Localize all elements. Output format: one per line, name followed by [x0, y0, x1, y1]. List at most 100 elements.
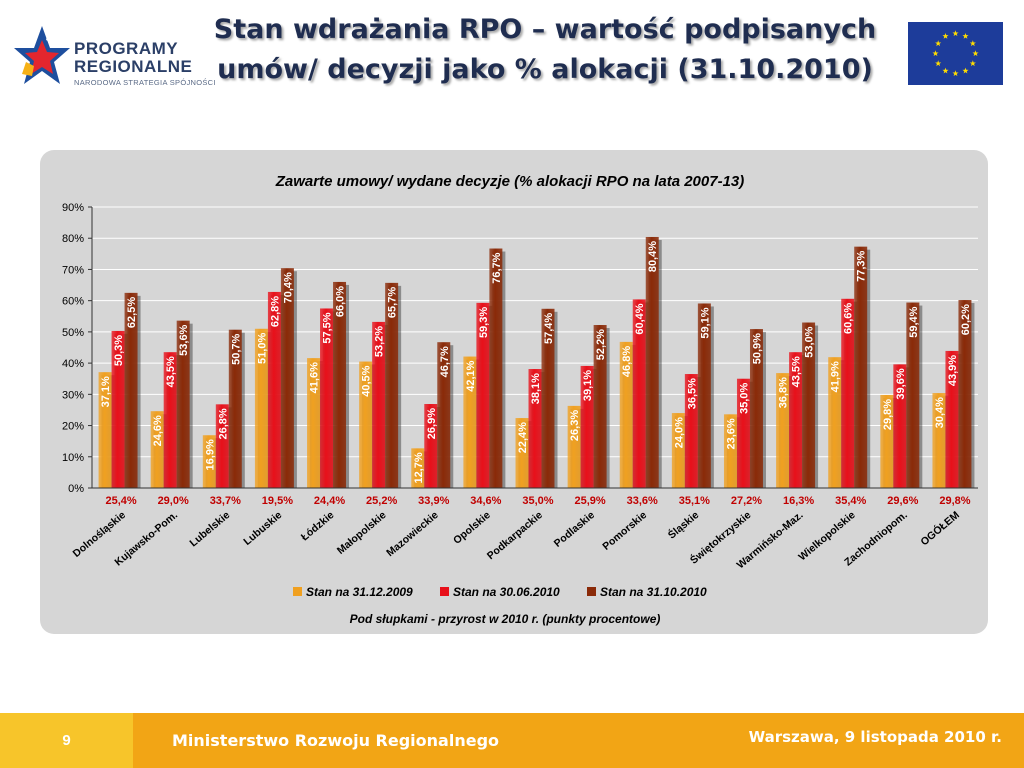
bar-2: [372, 321, 386, 488]
x-category-label: Podkarpackie: [485, 509, 545, 562]
eu-star-icon: [942, 67, 949, 74]
bar-value-label: 40,5%: [361, 365, 373, 396]
bar-1: [932, 393, 946, 488]
bar-2: [893, 364, 907, 488]
bar-value-label: 59,4%: [908, 306, 920, 337]
bar-value-label: 80,4%: [647, 241, 659, 272]
bar-chart: Zawarte umowy/ wydane decyzje (% alokacj…: [62, 173, 978, 626]
bar-value-label: 50,3%: [113, 335, 125, 366]
eu-star-icon: [952, 30, 959, 37]
legend-swatch: [293, 587, 302, 596]
bar-value-label: 50,9%: [751, 333, 763, 364]
bar-3: [802, 322, 816, 488]
bar-1: [463, 356, 477, 488]
bar-3: [385, 282, 399, 488]
bar-value-label: 23,6%: [725, 418, 737, 449]
bar-2: [945, 350, 959, 488]
footer-bar: 9 Ministerstwo Rozwoju Regionalnego Wars…: [0, 713, 1024, 768]
x-category-label: Lubelskie: [187, 509, 232, 549]
bar-value-label: 46,8%: [621, 346, 633, 377]
bar-2: [580, 365, 594, 488]
growth-label: 27,2%: [731, 495, 762, 507]
x-category-label: Lubuskie: [241, 509, 284, 548]
x-category-label: Małopolskie: [335, 509, 389, 557]
bar-1: [723, 414, 737, 488]
bar-1: [359, 361, 373, 488]
bar-value-label: 39,1%: [582, 370, 594, 401]
bar-1: [515, 418, 529, 488]
eu-star-icon: [935, 60, 942, 67]
bar-3: [958, 300, 972, 488]
growth-label: 34,6%: [470, 495, 501, 507]
growth-label: 29,0%: [158, 495, 189, 507]
bar-value-label: 36,5%: [686, 378, 698, 409]
bar-3: [176, 320, 190, 488]
chart-panel: Zawarte umowy/ wydane decyzje (% alokacj…: [40, 150, 988, 634]
footer-organization: Ministerstwo Rozwoju Regionalnego: [172, 731, 500, 750]
bar-value-label: 60,2%: [960, 304, 972, 335]
growth-label: 33,6%: [627, 495, 658, 507]
y-tick-label: 70%: [62, 264, 84, 276]
bar-3: [697, 303, 711, 488]
bar-value-label: 26,9%: [426, 408, 438, 439]
chart-footnote: Pod słupkami - przyrost w 2010 r. (punkt…: [350, 612, 661, 626]
bar-value-label: 53,6%: [178, 324, 190, 355]
bar-value-label: 35,0%: [738, 383, 750, 414]
y-tick-label: 80%: [62, 233, 84, 245]
growth-label: 29,8%: [939, 495, 970, 507]
bar-3: [124, 292, 138, 488]
bar-1: [254, 328, 268, 488]
eu-star-icon: [952, 70, 959, 77]
growth-label: 16,3%: [783, 495, 814, 507]
eu-star-icon: [972, 50, 979, 57]
bar-value-label: 53,0%: [804, 326, 816, 357]
growth-label: 29,6%: [887, 495, 918, 507]
logo-text-line3: NARODOWA STRATEGIA SPÓJNOŚCI: [74, 78, 216, 87]
bar-1: [307, 358, 321, 488]
bar-value-label: 43,5%: [791, 356, 803, 387]
bar-value-label: 59,1%: [699, 307, 711, 338]
bar-value-label: 52,2%: [595, 329, 607, 360]
bar-1: [202, 435, 216, 488]
bar-1: [411, 448, 425, 488]
growth-label: 25,9%: [575, 495, 606, 507]
bar-2: [684, 374, 698, 488]
bar-value-label: 42,1%: [465, 360, 477, 391]
eu-star-icon: [932, 50, 939, 57]
growth-label: 25,2%: [366, 495, 397, 507]
bar-3: [593, 325, 607, 488]
bar-2: [528, 369, 542, 488]
bar-2: [789, 352, 803, 488]
bar-1: [98, 372, 112, 488]
bar-3: [280, 268, 294, 488]
bar-value-label: 57,4%: [543, 313, 555, 344]
bar-3: [854, 246, 868, 488]
bar-2: [424, 404, 438, 488]
bar-value-label: 38,1%: [530, 373, 542, 404]
bar-value-label: 39,6%: [895, 368, 907, 399]
bar-3: [541, 308, 555, 488]
bar-1: [880, 394, 894, 488]
programy-regionalne-logo-icon: [14, 26, 70, 84]
bar-value-label: 60,6%: [843, 303, 855, 334]
slide-title-line2: umów/ decyzji jako % alokacji (31.10.201…: [217, 54, 873, 85]
eu-star-icon: [942, 32, 949, 39]
bar-1: [828, 357, 842, 488]
bar-value-label: 62,5%: [126, 297, 138, 328]
growth-label: 33,7%: [210, 495, 241, 507]
legend-label: Stan na 31.12.2009: [306, 585, 413, 599]
eu-star-icon: [962, 32, 969, 39]
bar-value-label: 37,1%: [100, 376, 112, 407]
x-category-label: Opolskie: [451, 509, 493, 547]
growth-label: 33,9%: [418, 495, 449, 507]
x-category-label: Mazowieckie: [384, 509, 441, 559]
bar-value-label: 24,6%: [152, 415, 164, 446]
y-tick-label: 40%: [62, 358, 84, 370]
bar-1: [150, 411, 164, 488]
chart-title: Zawarte umowy/ wydane decyzje (% alokacj…: [275, 173, 745, 190]
y-tick-label: 60%: [62, 296, 84, 308]
bar-value-label: 57,5%: [322, 312, 334, 343]
bar-value-label: 29,8%: [882, 399, 894, 430]
bar-2: [632, 299, 646, 488]
bar-value-label: 66,0%: [335, 286, 347, 317]
